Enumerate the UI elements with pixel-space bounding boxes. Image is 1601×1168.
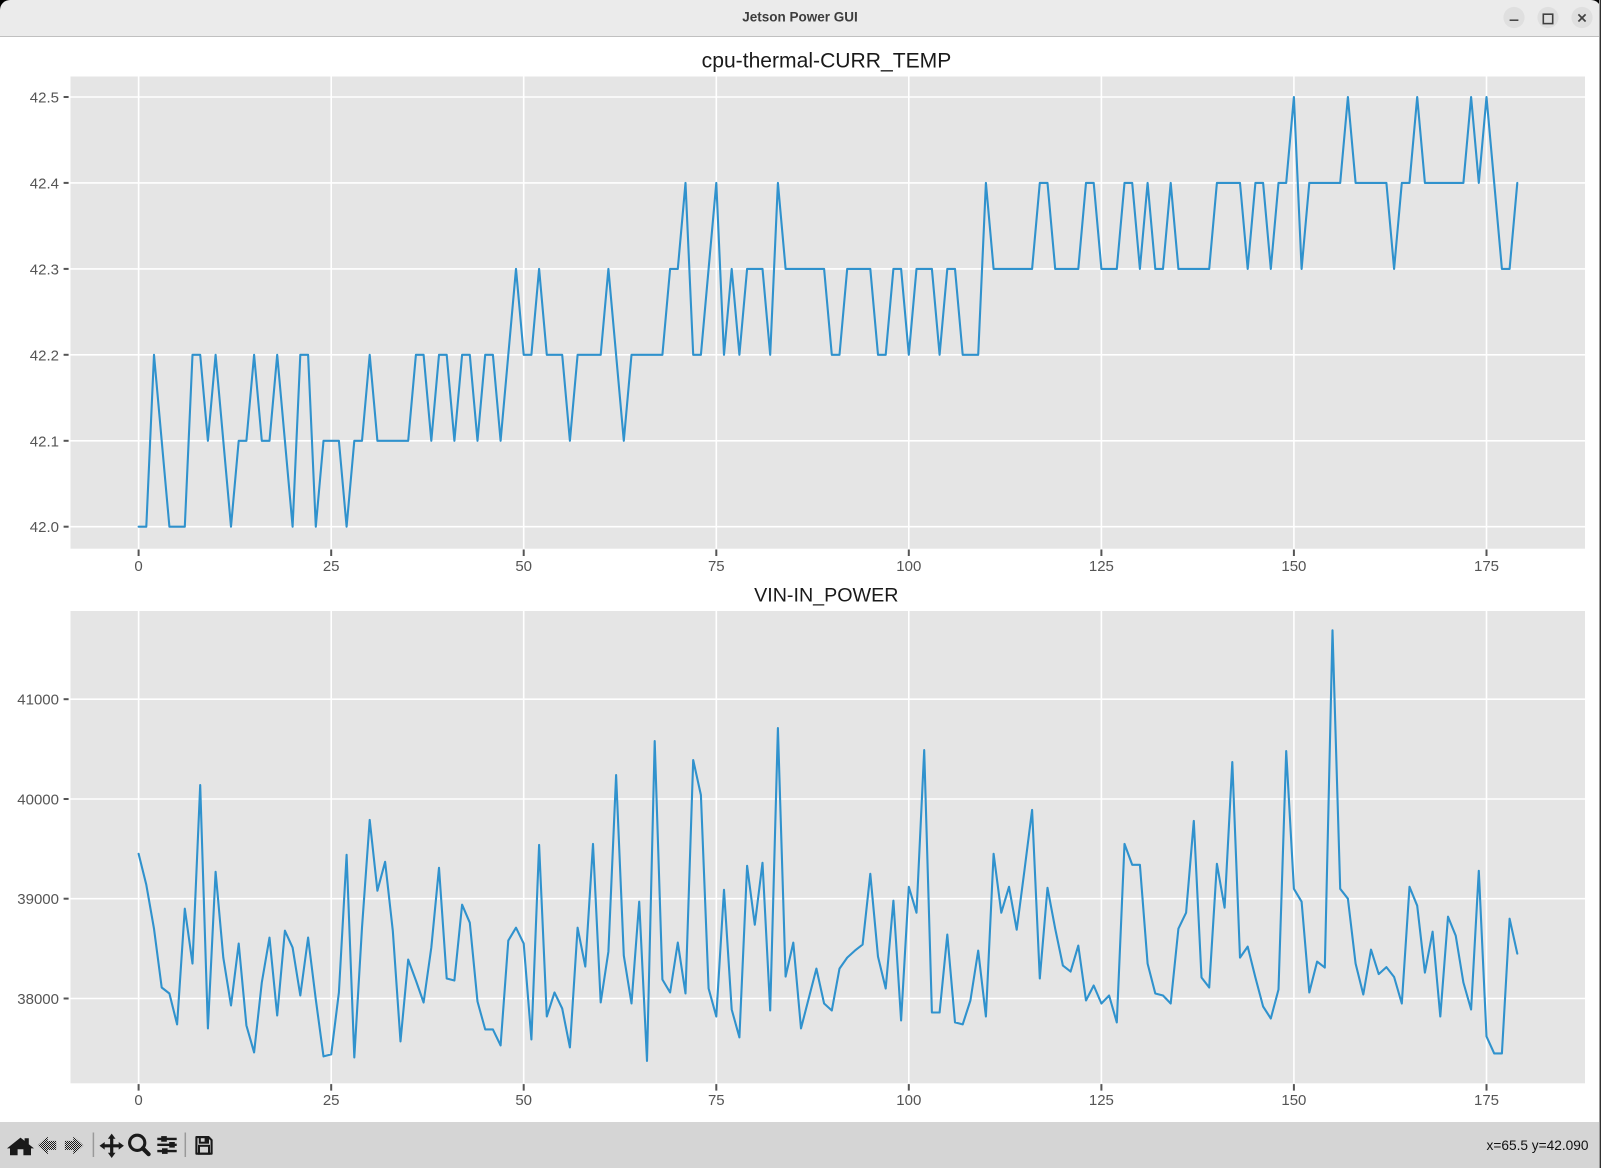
svg-text:25: 25 bbox=[323, 558, 340, 575]
svg-text:VIN-IN_POWER: VIN-IN_POWER bbox=[754, 584, 898, 606]
svg-text:38000: 38000 bbox=[17, 991, 59, 1008]
svg-text:42.4: 42.4 bbox=[30, 175, 59, 192]
svg-text:150: 150 bbox=[1281, 1092, 1306, 1109]
svg-text:100: 100 bbox=[896, 558, 921, 575]
svg-text:x=65.5 y=42.090: x=65.5 y=42.090 bbox=[1487, 1138, 1589, 1153]
svg-text:42.0: 42.0 bbox=[30, 519, 59, 536]
svg-text:42.3: 42.3 bbox=[30, 261, 59, 278]
svg-text:75: 75 bbox=[708, 1092, 725, 1109]
svg-text:cpu-thermal-CURR_TEMP: cpu-thermal-CURR_TEMP bbox=[702, 50, 952, 73]
svg-text:125: 125 bbox=[1089, 558, 1114, 575]
svg-text:42.1: 42.1 bbox=[30, 433, 59, 450]
svg-text:150: 150 bbox=[1281, 558, 1306, 575]
svg-text:0: 0 bbox=[134, 558, 142, 575]
svg-text:75: 75 bbox=[708, 558, 725, 575]
svg-text:Jetson Power GUI: Jetson Power GUI bbox=[742, 10, 858, 25]
svg-text:42.2: 42.2 bbox=[30, 347, 59, 364]
svg-text:0: 0 bbox=[134, 1092, 142, 1109]
svg-text:39000: 39000 bbox=[17, 891, 59, 908]
svg-text:100: 100 bbox=[896, 1092, 921, 1109]
svg-text:25: 25 bbox=[323, 1092, 340, 1109]
svg-text:42.5: 42.5 bbox=[30, 90, 59, 107]
svg-text:50: 50 bbox=[515, 558, 532, 575]
svg-text:175: 175 bbox=[1474, 558, 1499, 575]
svg-text:41000: 41000 bbox=[17, 692, 59, 709]
svg-text:40000: 40000 bbox=[17, 792, 59, 809]
svg-text:50: 50 bbox=[515, 1092, 532, 1109]
svg-text:125: 125 bbox=[1089, 1092, 1114, 1109]
svg-text:175: 175 bbox=[1474, 1092, 1499, 1109]
